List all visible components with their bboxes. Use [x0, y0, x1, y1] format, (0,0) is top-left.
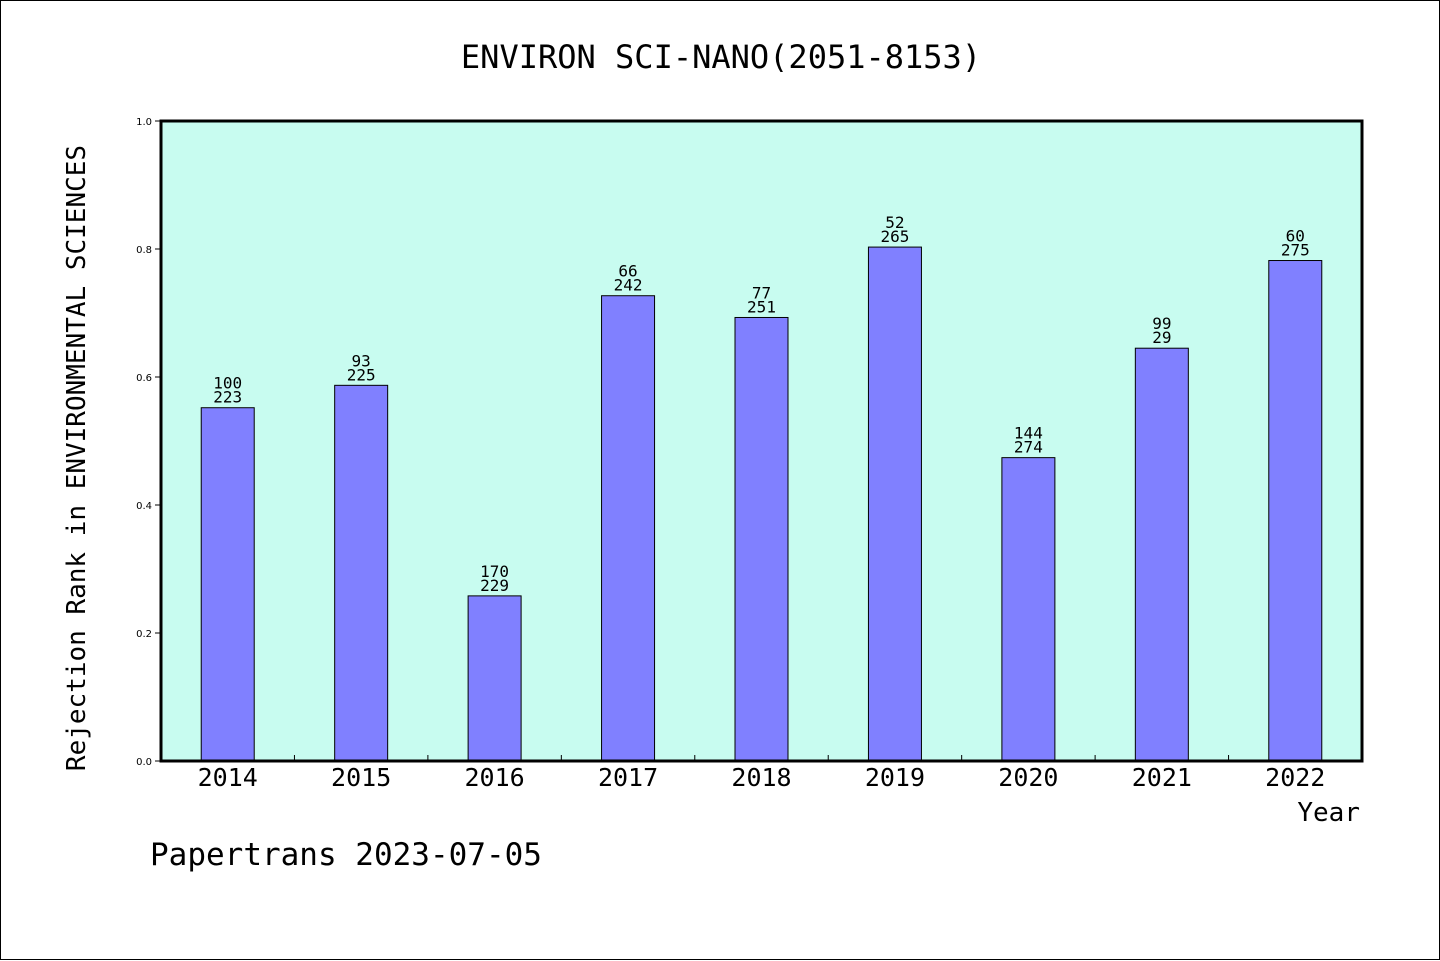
bar-2021 — [1134, 347, 1189, 762]
bar-2018 — [734, 316, 789, 762]
x-tick-label-2019: 2019 — [865, 763, 925, 792]
y-tick-label-0.4: 0.4 — [136, 501, 152, 512]
y-tick-label-1.0: 1.0 — [136, 117, 152, 128]
bar-label-top-2018: 77 — [752, 283, 771, 302]
bar-2022 — [1268, 260, 1323, 762]
bar-2014 — [200, 407, 255, 762]
plot-border — [159, 119, 1364, 763]
bar-label-top-2014: 100 — [213, 374, 242, 393]
x-tick-label-2021: 2021 — [1132, 763, 1192, 792]
footer-note: Papertrans 2023-07-05 — [150, 837, 542, 873]
bar-label-top-2019: 52 — [885, 213, 904, 232]
x-tick-label-2022: 2022 — [1265, 763, 1325, 792]
bar-label-bottom-2015: 225 — [347, 365, 376, 384]
y-tick-label-0.6: 0.6 — [136, 373, 152, 384]
bar-label-top-2016: 170 — [480, 562, 509, 581]
bar-label-bottom-2019: 265 — [880, 227, 909, 246]
x-tick-label-2017: 2017 — [598, 763, 658, 792]
y-axis-label: Rejection Rank in ENVIRONMENTAL SCIENCES — [62, 145, 92, 771]
bar-label-bottom-2020: 274 — [1014, 438, 1043, 457]
x-tick-label-2016: 2016 — [465, 763, 525, 792]
bar-2019 — [867, 246, 922, 762]
bar-label-bottom-2022: 275 — [1281, 241, 1310, 260]
y-tick-marks: 0.0 0.2 0.4 0.6 0.8 1.0 — [136, 117, 161, 768]
bar-label-bottom-2016: 229 — [480, 576, 509, 595]
bar-2015 — [334, 384, 389, 762]
y-tick-label-0.2: 0.2 — [136, 629, 152, 640]
bar-2020 — [1001, 457, 1056, 762]
y-tick-label-0.8: 0.8 — [136, 245, 152, 256]
x-tick-label-2018: 2018 — [731, 763, 791, 792]
bar-label-bottom-2014: 223 — [213, 388, 242, 407]
bar-label-top-2021: 99 — [1152, 314, 1171, 333]
bar-label-top-2017: 66 — [618, 262, 637, 281]
bar-2016 — [467, 595, 522, 762]
bar-label-bottom-2017: 242 — [614, 276, 643, 295]
bar-2017 — [601, 295, 656, 762]
x-tick-label-2020: 2020 — [998, 763, 1058, 792]
x-tick-label-2014: 2014 — [198, 763, 258, 792]
x-axis-label: Year — [1297, 798, 1360, 828]
chart-title: ENVIRON SCI-NANO(2051-8153) — [461, 38, 981, 76]
bar-label-top-2020: 144 — [1014, 424, 1043, 443]
y-tick-label-0.0: 0.0 — [136, 757, 152, 768]
bar-label-top-2015: 93 — [352, 351, 371, 370]
bar-label-bottom-2018: 251 — [747, 297, 776, 316]
bars-layer — [200, 246, 1323, 762]
bar-label-top-2022: 60 — [1286, 227, 1305, 246]
bar-label-bottom-2021: 29 — [1152, 328, 1171, 347]
x-tick-label-2015: 2015 — [331, 763, 391, 792]
